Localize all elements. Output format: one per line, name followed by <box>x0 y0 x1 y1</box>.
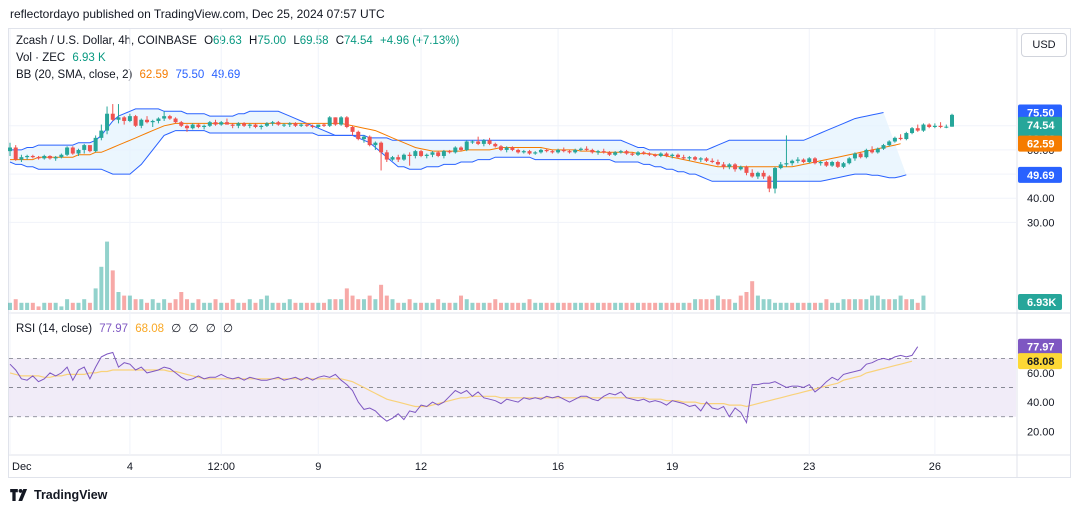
bb-lower-value: 49.69 <box>211 69 241 81</box>
rsi-legend: RSI (14, close) 77.97 68.08 ∅ ∅ ∅ ∅ <box>16 321 237 335</box>
bb-label[interactable]: BB (20, SMA, close, 2) <box>16 69 133 81</box>
rsi-extra-1: ∅ <box>171 323 182 335</box>
volume-legend: Vol · ZEC 6.93 K <box>16 52 110 64</box>
rsi-extra-3: ∅ <box>205 323 216 335</box>
volume-value: 6.93 K <box>72 52 106 64</box>
high-value: 75.00 <box>257 35 287 47</box>
bb-upper-value: 75.50 <box>175 69 205 81</box>
rsi-extra-2: ∅ <box>188 323 199 335</box>
price-legend: Zcash / U.S. Dollar, 4h, COINBASE O69.63… <box>16 35 460 47</box>
volume-label[interactable]: Vol · ZEC <box>16 52 66 64</box>
low-value: 69.58 <box>299 35 329 47</box>
bb-legend: BB (20, SMA, close, 2) 62.59 75.50 49.69 <box>16 69 244 81</box>
open-value: 69.63 <box>213 35 242 47</box>
symbol-label[interactable]: Zcash / U.S. Dollar, 4h, COINBASE <box>16 35 197 47</box>
chart-frame <box>8 28 1071 478</box>
change-value: +4.96 (+7.13%) <box>380 35 460 47</box>
rsi-value: 77.97 <box>99 323 129 335</box>
bb-basis-value: 62.59 <box>139 69 169 81</box>
tradingview-logo-icon <box>10 489 28 501</box>
publish-info: reflectordayo published on TradingView.c… <box>10 7 385 21</box>
rsi-ma-value: 68.08 <box>135 323 165 335</box>
brand-label: TradingView <box>34 488 108 502</box>
close-value: 74.54 <box>344 35 373 47</box>
tradingview-footer[interactable]: TradingView <box>10 488 107 502</box>
rsi-label[interactable]: RSI (14, close) <box>16 323 93 335</box>
currency-button[interactable]: USD <box>1021 33 1067 57</box>
rsi-extra-4: ∅ <box>222 323 233 335</box>
